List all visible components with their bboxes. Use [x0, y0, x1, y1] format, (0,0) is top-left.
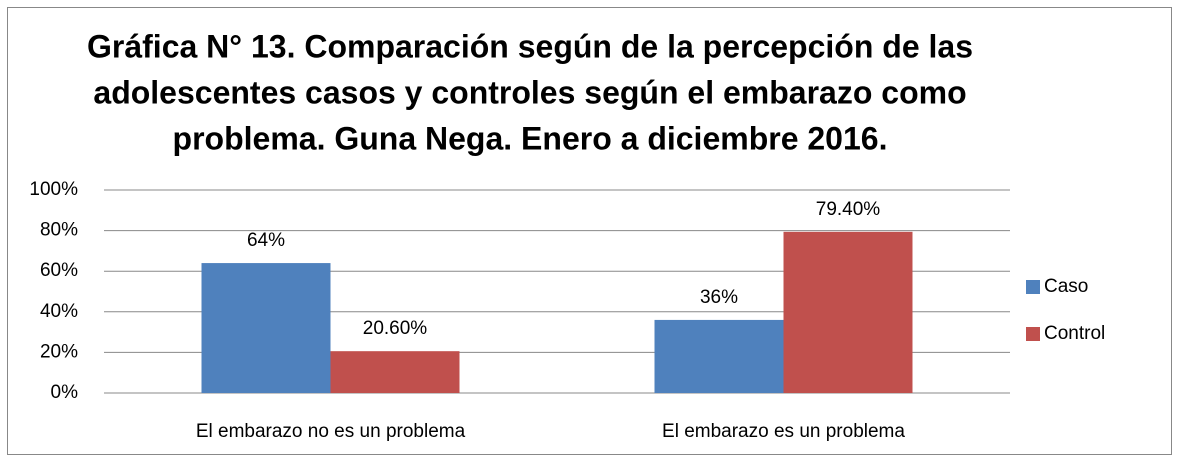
chart-title: adolescentes casos y controles según el …	[93, 74, 966, 110]
x-tick-label: El embarazo no es un problema	[196, 421, 466, 442]
y-tick-label: 100%	[29, 179, 78, 200]
y-tick-label: 60%	[40, 260, 78, 281]
value-label: 79.40%	[816, 199, 881, 220]
x-tick-label: El embarazo es un problema	[662, 421, 905, 442]
bar	[330, 351, 460, 393]
y-tick-label: 20%	[40, 341, 78, 362]
legend-label: Caso	[1044, 276, 1088, 297]
value-label: 36%	[700, 287, 738, 308]
y-tick-label: 40%	[40, 301, 78, 322]
legend-label: Control	[1044, 323, 1105, 344]
legend-swatch	[1026, 327, 1040, 341]
value-label: 20.60%	[363, 318, 428, 339]
chart-title: problema. Guna Nega. Enero a diciembre 2…	[173, 120, 888, 156]
bar	[783, 231, 913, 393]
y-tick-label: 0%	[51, 382, 79, 403]
bar	[201, 263, 331, 393]
legend-swatch	[1026, 280, 1040, 294]
bar	[654, 319, 784, 393]
y-tick-label: 80%	[40, 220, 78, 241]
value-label: 64%	[247, 230, 285, 251]
chart-title: Gráfica N° 13. Comparación según de la p…	[87, 28, 973, 64]
